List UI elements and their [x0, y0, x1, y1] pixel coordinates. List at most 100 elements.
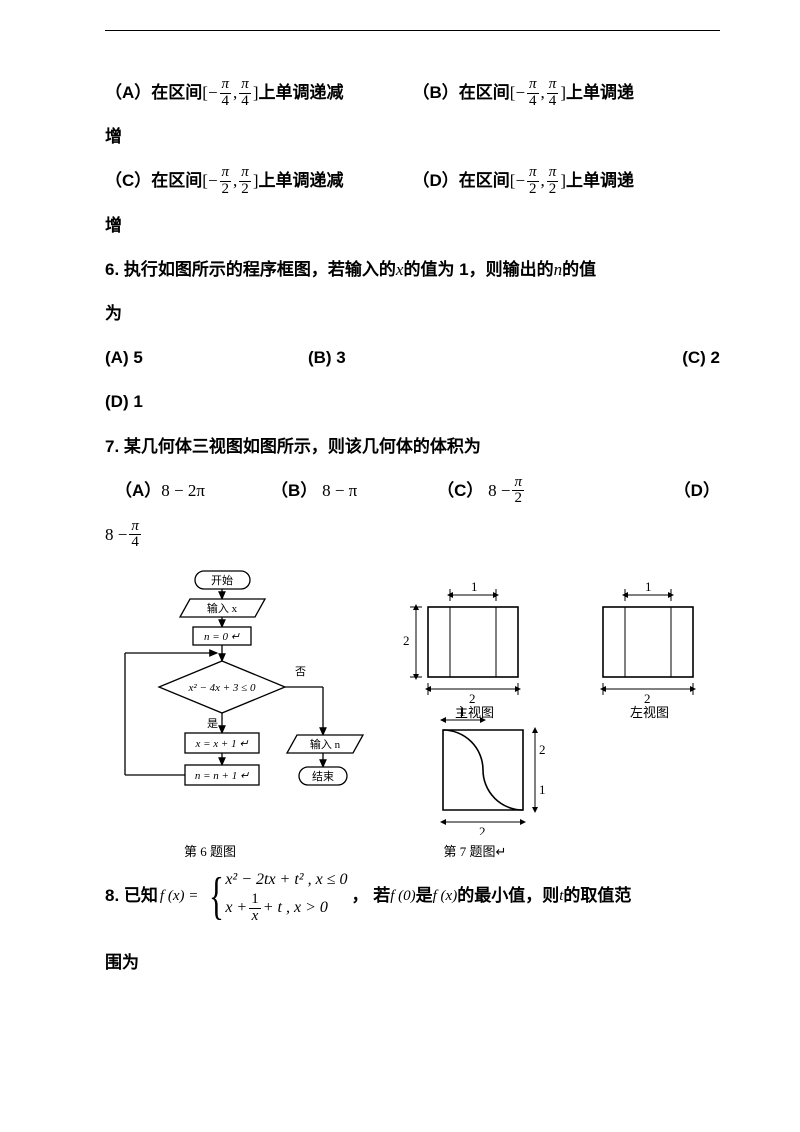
den: 2: [512, 491, 524, 507]
opt-pre: 在区间: [459, 159, 510, 203]
q6-option-a: (A) 5: [105, 336, 308, 380]
three-views-fig7: 1 2 2 主视图 1 2: [383, 565, 720, 835]
num: π: [220, 77, 232, 94]
c2b: + t , x > 0: [263, 896, 328, 920]
stem-a: 6. 执行如图所示的程序框图，若输入的: [105, 248, 396, 292]
stem-text: 7. 某几何体三视图如图所示，则该几何体的体积为: [105, 425, 481, 469]
sep: ,: [541, 159, 545, 203]
mid3: 的最小值，则: [457, 884, 559, 908]
q7-option-c: （C） 8 − π2: [437, 469, 640, 513]
mid1: ， 若: [351, 884, 390, 908]
num: 1: [249, 892, 261, 909]
svg-text:开始: 开始: [211, 573, 233, 587]
svg-text:输入 n: 输入 n: [310, 737, 341, 751]
var-x: x: [396, 248, 404, 292]
q7-option-d: （D）: [640, 469, 720, 513]
svg-text:1: 1: [539, 782, 546, 797]
f0: f (0): [390, 886, 415, 907]
q5-option-c: （C） 在区间 [− π2 , π2 ] 上单调递减: [105, 159, 413, 203]
svg-text:是: 是: [207, 717, 218, 730]
opt-label: （A）: [105, 71, 151, 115]
q8-pre: 8. 已知: [105, 884, 158, 908]
opt-post: 上单调递: [566, 159, 634, 203]
num: π: [129, 519, 141, 536]
sep: ,: [233, 71, 237, 115]
num: π: [527, 165, 539, 182]
q7-option-d-expr: 8 − π4: [105, 513, 720, 557]
num: π: [512, 475, 524, 492]
svg-text:1: 1: [471, 579, 478, 594]
svg-text:n = 0 ↵: n = 0 ↵: [204, 631, 240, 643]
den: 2: [547, 182, 559, 198]
q5-option-d: （D） 在区间 [− π2 , π2 ] 上单调递: [413, 159, 721, 203]
sep: ,: [233, 159, 237, 203]
bracket-l: [−: [202, 159, 217, 203]
den: 4: [527, 94, 539, 110]
pre: 8 −: [488, 469, 510, 513]
q6-options: (A) 5 (B) 3 (C) 2: [105, 336, 720, 380]
mid4: 的取值范: [563, 884, 631, 908]
q7-option-a: （A） 8 − 2π: [105, 469, 271, 513]
opt-post: 上单调递减: [258, 71, 343, 115]
fx2: f (x): [433, 886, 458, 907]
num: π: [547, 165, 559, 182]
q6-option-d: (D) 1: [105, 380, 720, 424]
q5-b-tail: 增: [105, 115, 720, 159]
bracket-l: [−: [202, 71, 217, 115]
q5-options: （A） 在区间 [− π4 , π4 ] 上单调递减 （B） 在区间 [− π4…: [105, 71, 720, 115]
num: π: [547, 77, 559, 94]
flowchart-fig6: 开始 输入 x n = 0 ↵ x² − 4x + 3 ≤ 0 否 是: [85, 565, 373, 835]
opt-expr: 8 − π2: [488, 469, 526, 513]
tail-text: 增: [105, 204, 122, 248]
opt-pre: 在区间: [459, 71, 510, 115]
q6-stem-tail: 为: [105, 292, 720, 336]
q5-options-cd: （C） 在区间 [− π2 , π2 ] 上单调递减 （D） 在区间 [− π2…: [105, 159, 720, 203]
opt-pre: 在区间: [151, 71, 202, 115]
den: 4: [129, 535, 141, 551]
q7-stem: 7. 某几何体三视图如图所示，则该几何体的体积为: [105, 425, 720, 469]
caption-fig7: 第 7 题图↵: [315, 841, 635, 860]
tail-text: 增: [105, 115, 122, 159]
top-rule: [105, 30, 720, 31]
svg-text:x = x + 1 ↵: x = x + 1 ↵: [194, 738, 248, 750]
stem-c: 的值: [562, 248, 596, 292]
pre: 8 −: [105, 513, 127, 557]
num: π: [527, 77, 539, 94]
opt-post: 上单调递: [566, 71, 634, 115]
svg-text:1: 1: [645, 579, 652, 594]
svg-text:2: 2: [539, 742, 546, 757]
q7-options: （A） 8 − 2π （B） 8 − π （C） 8 − π2 （D）: [105, 469, 720, 513]
svg-text:2: 2: [644, 691, 651, 706]
q6-stem: 6. 执行如图所示的程序框图，若输入的 x 的值为 1，则输出的 n 的值: [105, 248, 720, 292]
svg-text:左视图: 左视图: [630, 705, 669, 720]
svg-text:2: 2: [469, 691, 476, 706]
opt-text: (A) 5: [105, 348, 143, 367]
opt-pre: 在区间: [151, 159, 202, 203]
tail-text: 为: [105, 292, 122, 336]
q6-option-b: (B) 3: [308, 336, 511, 380]
opt-label: （B）: [271, 469, 317, 513]
svg-text:x² − 4x + 3 ≤ 0: x² − 4x + 3 ≤ 0: [188, 682, 256, 694]
svg-text:n = n + 1 ↵: n = n + 1 ↵: [195, 770, 249, 782]
opt-text: (C) 2: [682, 348, 720, 367]
opt-label: （D）: [413, 159, 459, 203]
opt-label: （C）: [437, 469, 483, 513]
case1: x² − 2tx + t² , x ≤ 0: [225, 868, 347, 892]
interval-d: [− π2 , π2 ]: [510, 159, 566, 203]
q8-tail: 围为: [105, 941, 720, 985]
svg-text:结束: 结束: [312, 770, 334, 783]
page: （A） 在区间 [− π4 , π4 ] 上单调递减 （B） 在区间 [− π4…: [0, 0, 800, 1132]
q8-stem: 8. 已知 f (x) = { x² − 2tx + t² , x ≤ 0 x …: [105, 868, 720, 925]
svg-text:2: 2: [479, 824, 486, 835]
num: π: [220, 165, 232, 182]
q6-option-c: (C) 2: [511, 336, 720, 380]
opt-expr: 8 − π: [322, 469, 357, 513]
bracket-l: [−: [510, 159, 525, 203]
q5-option-a: （A） 在区间 [− π4 , π4 ] 上单调递减: [105, 71, 413, 115]
piecewise: { x² − 2tx + t² , x ≤ 0 x + 1x + t , x >…: [204, 868, 347, 925]
sep: ,: [541, 71, 545, 115]
q5-option-b: （B） 在区间 [− π4 , π4 ] 上单调递: [413, 71, 721, 115]
stem-b: 的值为 1，则输出的: [403, 248, 553, 292]
opt-expr: 8 − 2π: [161, 469, 205, 513]
num: π: [239, 165, 251, 182]
